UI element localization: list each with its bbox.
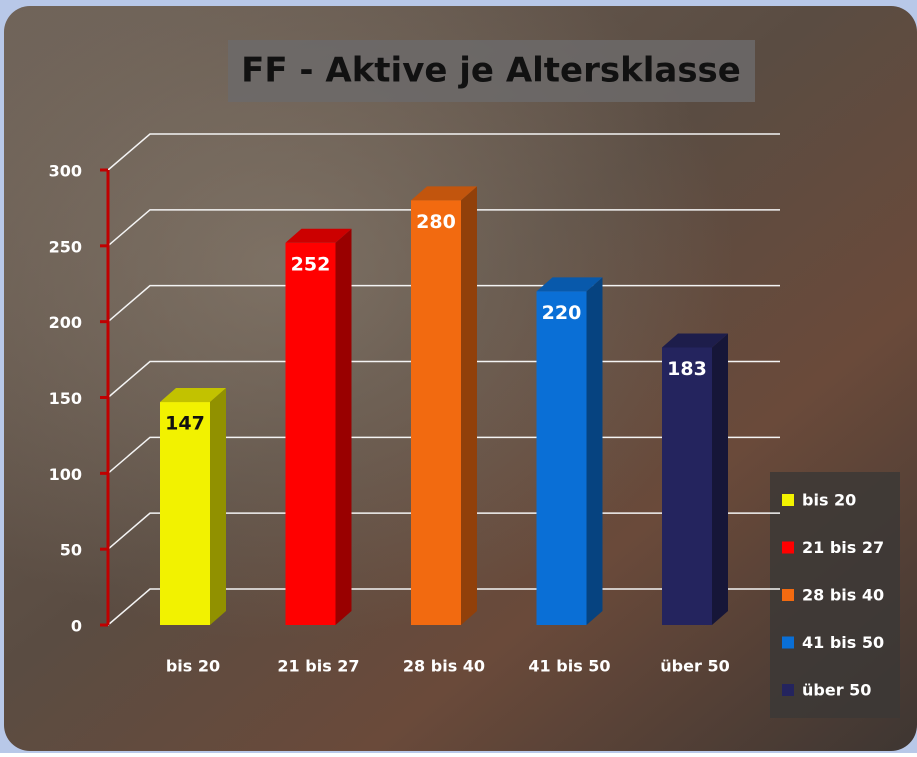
bar-top	[536, 277, 603, 292]
bar	[662, 347, 712, 625]
bar-side	[712, 333, 728, 625]
bar-top	[662, 333, 728, 348]
y-tick-label: 200	[49, 313, 82, 332]
x-tick-label: 28 bis 40	[403, 657, 485, 676]
bar	[411, 200, 461, 626]
legend-label: 28 bis 40	[802, 586, 884, 605]
legend-label: 41 bis 50	[802, 633, 884, 652]
legend-swatch	[782, 541, 794, 554]
bar-side	[335, 228, 352, 626]
legend-label: über 50	[802, 681, 871, 700]
legend-label: 21 bis 27	[802, 538, 884, 557]
value-label: 252	[291, 253, 331, 275]
bar-side	[461, 186, 477, 626]
value-label: 280	[416, 211, 456, 233]
y-tick-label: 150	[49, 389, 82, 408]
bar-top	[411, 186, 477, 201]
legend-label: bis 20	[802, 491, 856, 510]
y-tick-label: 100	[49, 465, 82, 484]
bar	[285, 242, 336, 626]
value-label: 147	[165, 413, 205, 435]
y-tick-label: 0	[71, 617, 82, 636]
x-tick-label: 41 bis 50	[528, 657, 610, 676]
bar-top	[285, 228, 352, 243]
value-label: 220	[542, 302, 582, 324]
title-box	[228, 40, 755, 102]
legend-swatch	[782, 636, 794, 649]
x-tick-label: 21 bis 27	[277, 657, 359, 676]
bar-top	[160, 388, 226, 403]
bar-side	[586, 277, 603, 625]
bar	[160, 402, 210, 625]
chart-title: FF - Aktive je Altersklasse	[241, 51, 741, 91]
bar	[536, 291, 587, 625]
y-tick-label: 300	[49, 162, 82, 181]
legend-swatch	[782, 494, 794, 506]
grid-line	[107, 133, 780, 171]
x-tick-label: über 50	[660, 657, 729, 676]
y-tick-label: 250	[49, 237, 82, 256]
value-label: 183	[667, 358, 707, 380]
legend-swatch	[782, 589, 794, 601]
x-tick-label: bis 20	[166, 657, 220, 676]
grid-line	[107, 209, 780, 247]
y-tick-label: 50	[60, 541, 82, 560]
bar-side	[210, 388, 226, 625]
legend-swatch	[782, 684, 794, 696]
